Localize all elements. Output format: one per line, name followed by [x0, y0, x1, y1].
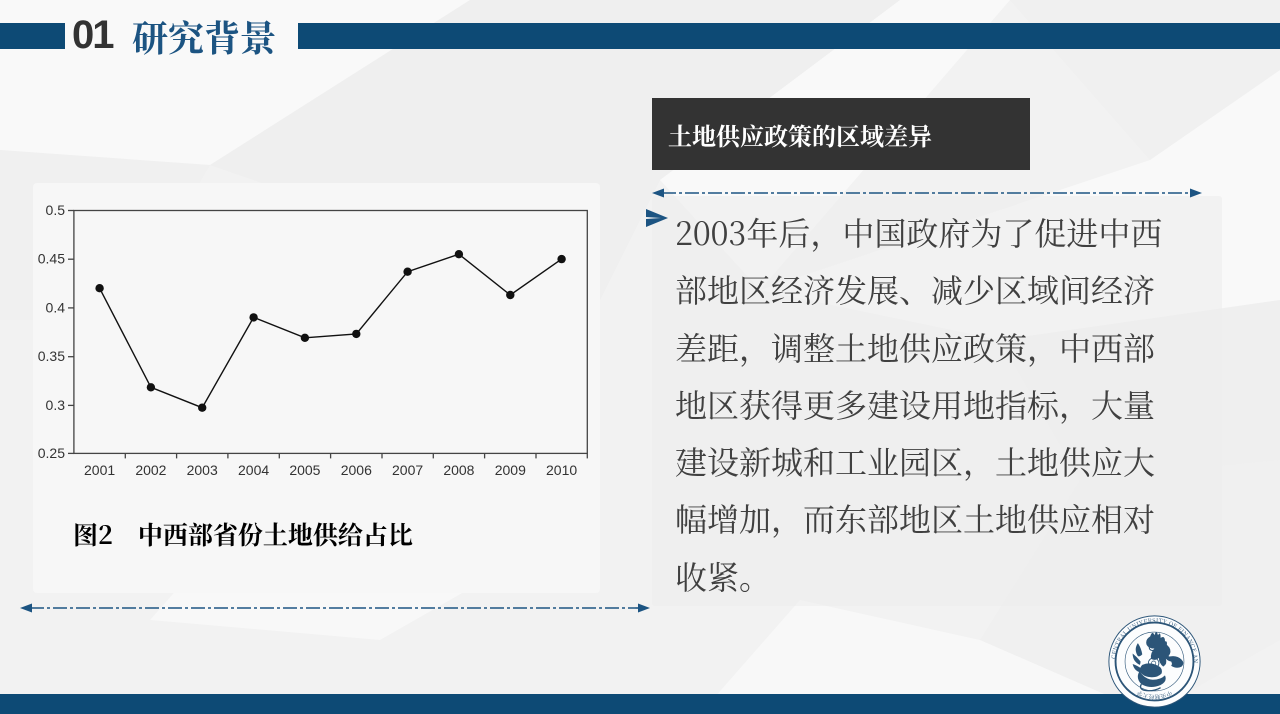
svg-text:2005: 2005 — [289, 462, 320, 478]
svg-text:2008: 2008 — [443, 462, 474, 478]
svg-text:2007: 2007 — [392, 462, 423, 478]
svg-text:0.25: 0.25 — [38, 445, 65, 461]
svg-text:2004: 2004 — [238, 462, 269, 478]
svg-text:0.45: 0.45 — [38, 251, 65, 267]
svg-text:0.3: 0.3 — [46, 397, 66, 413]
svg-text:2009: 2009 — [495, 462, 526, 478]
svg-text:0.4: 0.4 — [46, 299, 66, 315]
svg-text:0.35: 0.35 — [38, 348, 65, 364]
svg-text:2003: 2003 — [187, 462, 218, 478]
svg-text:2002: 2002 — [135, 462, 166, 478]
svg-text:2001: 2001 — [84, 462, 115, 478]
svg-text:2010: 2010 — [546, 462, 577, 478]
svg-text:2006: 2006 — [341, 462, 372, 478]
svg-text:0.5: 0.5 — [46, 202, 66, 218]
